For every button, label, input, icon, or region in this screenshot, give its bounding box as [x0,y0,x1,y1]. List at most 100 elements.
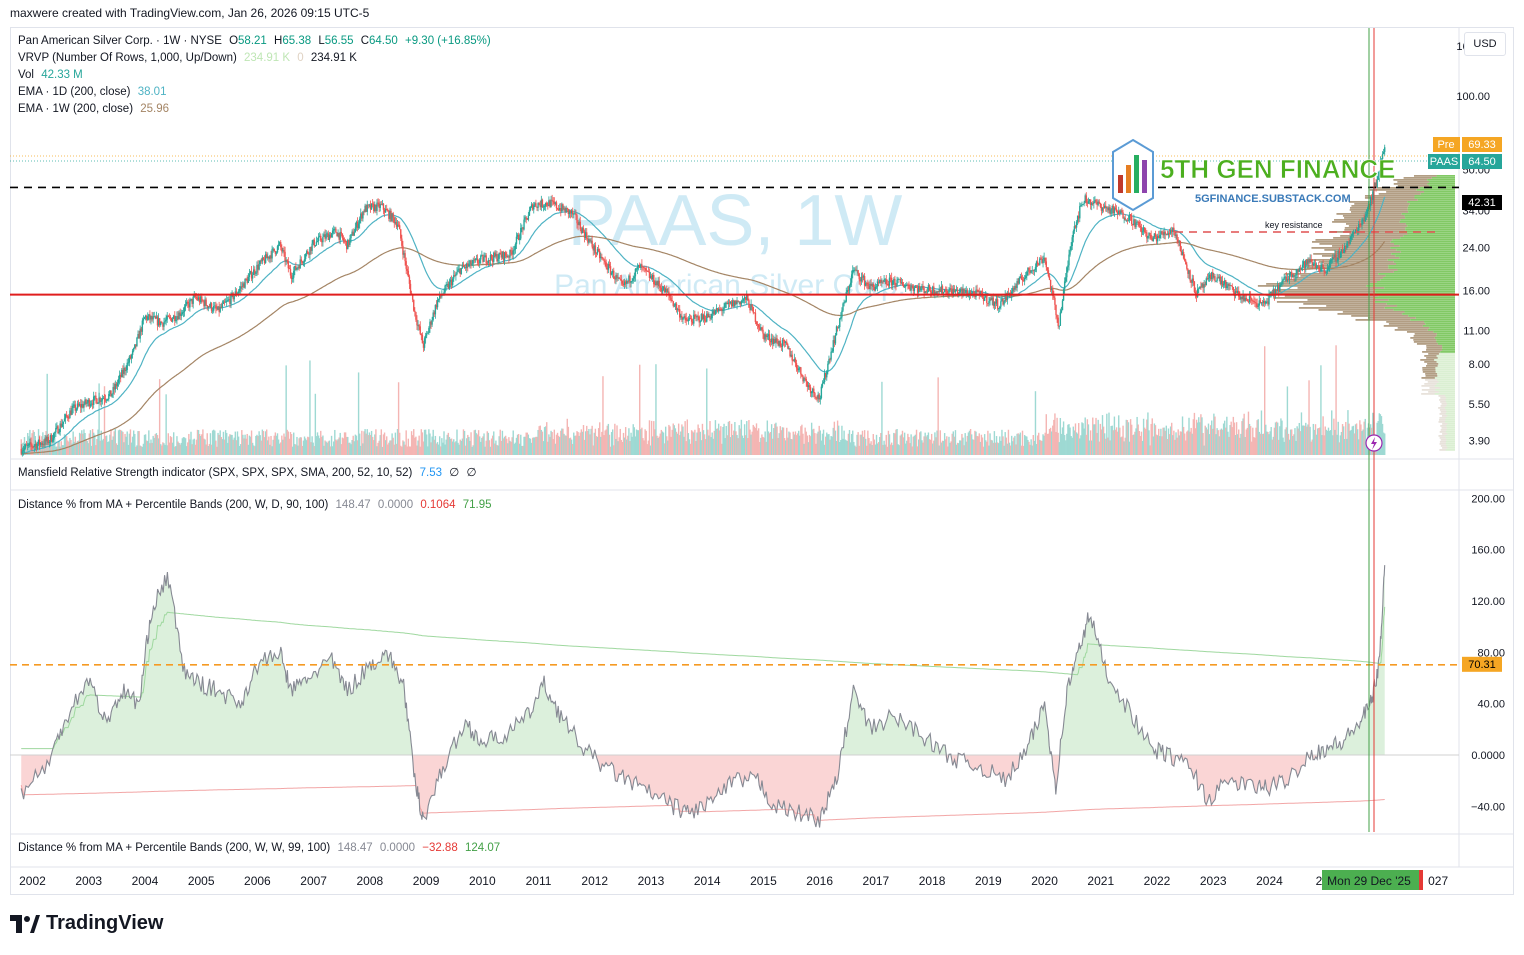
volume-bar [1204,425,1206,455]
candle-body [312,239,314,244]
volume-bar [733,430,735,455]
price-axis[interactable]: 160.00100.0050.0034.0024.0016.0011.008.0… [1428,41,1502,447]
candle-body [1289,271,1292,275]
volume-bar [586,425,588,455]
vrvp-down-row [1334,219,1401,221]
candle-body [1374,182,1376,187]
candle-body [1035,261,1038,268]
volume-bar [110,429,112,455]
candle-body [25,444,28,446]
volume-bar [857,432,859,455]
open-label: O [229,35,239,47]
candle-body [95,395,97,399]
ticker-label-bg [1428,154,1460,169]
volume-bar [1026,436,1028,455]
candle-body [428,328,430,333]
volume-bar [588,429,590,455]
volume-bar [772,438,774,455]
volume-bar [1295,440,1297,455]
candle-body [1095,200,1097,203]
volume-bar [920,431,922,455]
candle-body [1253,301,1255,303]
volume-bar [576,431,578,455]
volume-bar [237,436,240,455]
candle-body [1285,276,1288,281]
candle-body [647,271,650,273]
candle-body [796,368,799,371]
candle-body [960,288,962,290]
volume-bar [1191,433,1193,455]
volume-bar [1107,437,1109,455]
volume-bar [257,436,259,455]
volume-bar [938,445,940,455]
candle-body [643,267,645,268]
candle-body [671,300,673,302]
distance-legend-2[interactable]: Distance % from MA + Percentile Bands (2… [18,842,504,854]
volume-bar [949,442,951,455]
distance-axis[interactable]: 200.00160.00120.0080.0040.000.0000−40.00… [1462,493,1505,813]
ema-1w-legend[interactable]: EMA · 1W (200, close) 25.96 [18,103,173,115]
volume-bar [998,443,1000,455]
volume-bar [132,430,135,455]
vrvp-down-row [1442,433,1448,435]
volume-bar [1364,418,1366,455]
candle-body [82,404,84,408]
candle-body [1232,286,1235,292]
volume-bar [1267,432,1269,455]
volume-bar [541,431,544,455]
volume-bar [1162,427,1164,455]
candle-body [463,266,466,268]
candle-body [251,274,254,279]
volume-bar [594,428,597,455]
candle-body [426,333,428,336]
vrvp-down-row [1303,303,1387,305]
volume-bar [766,420,769,455]
candle-body [309,246,311,255]
volume-bar [144,434,147,455]
volume-bar [1086,419,1089,455]
vrvp-down-row [1426,345,1443,347]
vrvp-up-row [1445,413,1455,415]
volume-bar [481,437,483,455]
mansfield-legend[interactable]: Mansfield Relative Strength indicator (S… [18,465,480,479]
candle-body [715,308,718,310]
distance-legend-1[interactable]: Distance % from MA + Percentile Bands (2… [18,499,495,511]
volume-bar [486,431,488,455]
candle-body [1359,224,1361,225]
ema-1d-legend[interactable]: EMA · 1D (200, close) 38.01 [18,86,170,98]
candle-body [1271,291,1273,295]
vrvp-up-row [1447,423,1455,425]
main-legend-line[interactable]: Pan American Silver Corp. · 1W · NYSE O5… [18,35,495,47]
candle-body [506,255,508,258]
volume-bar [85,439,87,455]
candle-body [743,296,746,299]
distance-pane[interactable] [10,565,1459,828]
volume-bar [162,442,164,455]
candle-body [717,308,720,312]
volume-bar [1213,413,1215,455]
vrvp-legend[interactable]: VRVP (Number Of Rows, 1,000, Up/Down) 23… [18,52,361,64]
candle-body [1103,205,1106,208]
logo-bar-icon [1118,175,1123,193]
volume-bar [109,434,111,455]
volume-bar [789,432,791,455]
volume-bar [51,438,54,455]
tradingview-logo[interactable]: TradingView [10,912,163,935]
volume-bar [1337,421,1339,455]
horizontal-lines[interactable] [10,155,1459,296]
candle-body [286,259,288,262]
candle-body [1259,300,1262,304]
candle-body [368,204,371,206]
volume-legend[interactable]: Vol 42.33 M [18,69,87,81]
volume-bar [1085,434,1087,455]
candle-body [362,211,364,219]
candle-body [901,282,904,286]
time-axis[interactable]: 2002 2003 2004 2005 2006 2007 2008 2009 2010 2011… [19,870,1448,890]
volume-bar [899,435,902,455]
volume-bar [301,445,304,455]
candle-body [610,272,613,275]
candle-body [206,305,208,308]
currency-button[interactable]: USD [1464,32,1506,56]
